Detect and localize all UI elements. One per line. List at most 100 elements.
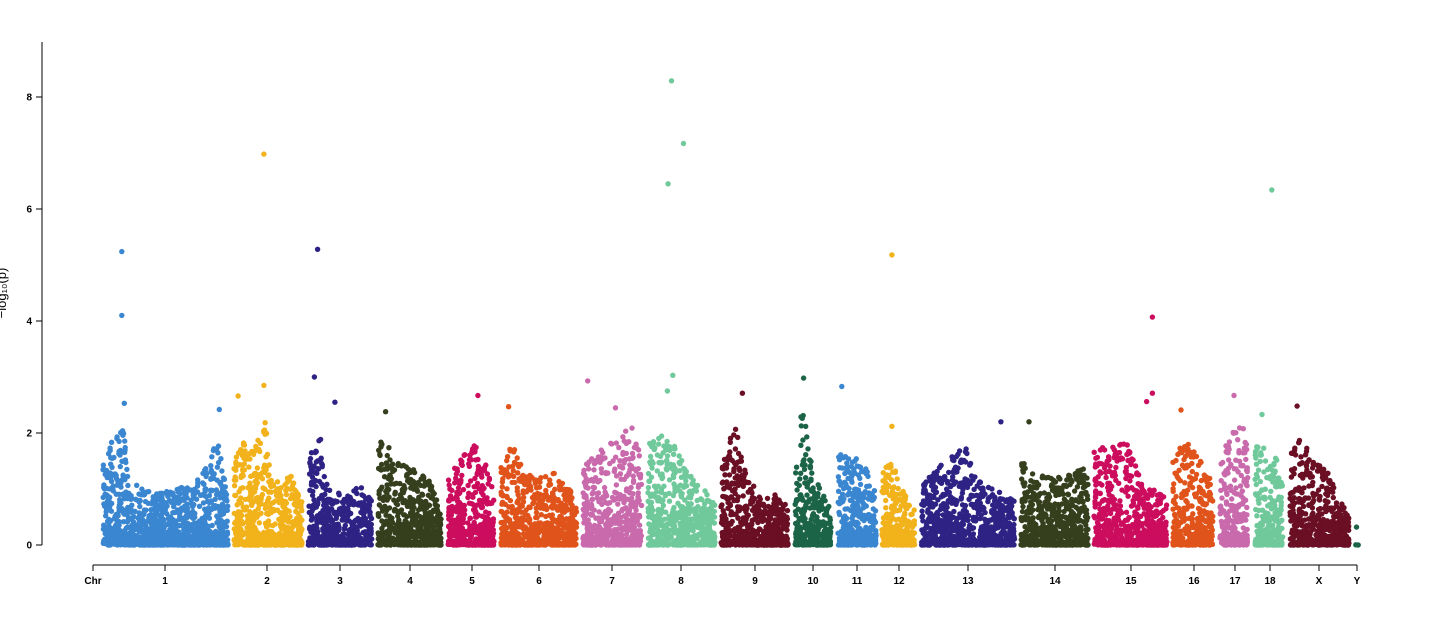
data-point	[377, 495, 383, 501]
data-point	[556, 503, 562, 510]
data-point	[198, 537, 204, 544]
data-point	[112, 523, 119, 529]
data-point	[487, 523, 493, 530]
data-point	[458, 532, 464, 539]
data-point	[668, 461, 674, 467]
data-point	[458, 477, 464, 483]
data-point	[290, 541, 296, 548]
data-point	[589, 512, 596, 518]
data-point	[246, 464, 252, 470]
data-point	[357, 537, 363, 543]
data-point	[267, 482, 274, 489]
data-point	[146, 512, 152, 519]
data-point	[612, 466, 618, 472]
data-point	[252, 524, 258, 531]
data-point	[590, 484, 596, 490]
data-point	[636, 512, 643, 519]
data-point	[410, 507, 416, 514]
data-point	[599, 516, 605, 522]
data-point	[348, 542, 355, 548]
data-point	[208, 467, 214, 473]
data-point	[211, 503, 217, 509]
data-point	[519, 524, 525, 530]
data-point	[550, 470, 556, 477]
data-point	[337, 540, 344, 547]
data-point	[636, 522, 643, 528]
data-point	[595, 523, 601, 529]
data-point	[392, 491, 398, 497]
data-point	[415, 479, 421, 486]
data-point	[263, 454, 269, 460]
data-point	[615, 501, 621, 507]
data-point	[679, 457, 685, 464]
data-point	[183, 490, 189, 497]
data-point	[654, 452, 661, 458]
data-point	[234, 514, 241, 521]
data-point	[491, 497, 497, 503]
data-point	[533, 541, 539, 548]
data-point	[654, 489, 660, 495]
data-point	[453, 504, 460, 511]
data-point	[447, 486, 453, 492]
data-point	[504, 524, 510, 531]
data-point	[324, 481, 330, 487]
data-point	[419, 492, 426, 498]
data-point	[136, 514, 142, 520]
data-point	[620, 434, 626, 440]
data-point	[571, 542, 577, 548]
data-point	[201, 518, 207, 524]
data-point	[623, 428, 629, 434]
data-point	[549, 540, 555, 547]
data-point	[437, 522, 444, 528]
data-point	[316, 496, 322, 502]
data-point	[218, 512, 225, 518]
data-point	[109, 464, 115, 470]
data-point	[297, 523, 303, 529]
data-point	[250, 451, 257, 458]
data-point	[507, 519, 513, 525]
data-point	[551, 528, 557, 535]
data-point	[114, 482, 120, 488]
data-point	[342, 540, 348, 547]
data-point	[404, 503, 411, 509]
data-point	[158, 501, 164, 507]
data-point	[617, 458, 623, 464]
data-point	[482, 523, 488, 529]
data-point	[479, 474, 485, 480]
data-point	[423, 500, 429, 506]
data-point	[514, 455, 520, 461]
data-point	[537, 520, 544, 526]
data-point	[150, 529, 156, 535]
data-point	[474, 483, 480, 490]
data-point	[612, 489, 618, 495]
data-point	[101, 501, 107, 507]
data-point	[619, 541, 625, 548]
data-point	[383, 460, 389, 466]
data-point	[400, 499, 406, 506]
data-point	[171, 496, 178, 502]
data-point	[235, 509, 241, 515]
data-point	[137, 503, 143, 510]
data-point	[268, 477, 274, 484]
data-point	[274, 507, 281, 513]
data-point	[498, 508, 504, 515]
data-point	[236, 489, 242, 495]
data-point	[500, 492, 506, 499]
data-point	[242, 448, 248, 454]
data-point	[461, 502, 467, 509]
data-point	[310, 542, 316, 548]
data-point	[529, 523, 535, 530]
data-point	[257, 448, 263, 455]
data-point	[279, 526, 285, 532]
data-point	[307, 459, 313, 466]
data-point	[200, 470, 206, 477]
data-point	[178, 496, 184, 502]
data-point	[336, 524, 342, 530]
data-point	[514, 485, 520, 491]
data-point	[378, 444, 384, 450]
data-point	[112, 515, 118, 521]
data-point	[695, 504, 701, 510]
data-point	[401, 483, 407, 489]
data-point	[191, 530, 197, 536]
data-point	[580, 470, 587, 476]
